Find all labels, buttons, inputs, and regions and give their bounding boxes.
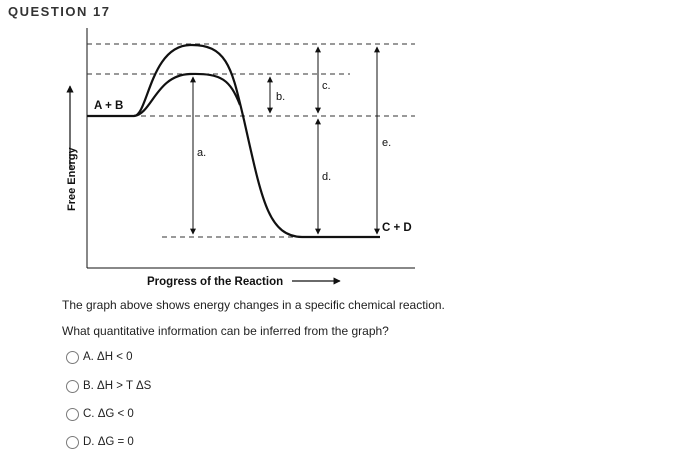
label-b: b. (276, 91, 285, 103)
question-title: QUESTION 17 (8, 4, 111, 19)
question-subprompt: What quantitative information can be inf… (62, 324, 389, 338)
axis-box (86, 28, 415, 269)
choice-b-label: B. ΔH > T ΔS (83, 380, 152, 392)
dashed-guides (87, 43, 415, 238)
reactants-label: A + B (94, 100, 123, 112)
question-prompt: The graph above shows energy changes in … (62, 298, 445, 312)
label-a: a. (197, 147, 206, 159)
label-e: e. (382, 137, 391, 149)
catalyzed-curve (133, 72, 242, 118)
uncatalyzed-curve (87, 43, 380, 239)
choice-a-label: A. ΔH < 0 (83, 351, 133, 363)
choice-c[interactable]: C. ΔG < 0 (66, 405, 134, 423)
energy-diagram: Free Energy Progress of the Reaction A +… (66, 28, 415, 288)
radio-b[interactable] (66, 379, 79, 393)
choice-b[interactable]: B. ΔH > T ΔS (66, 377, 151, 395)
radio-a[interactable] (66, 350, 79, 364)
choice-a[interactable]: A. ΔH < 0 (66, 348, 133, 366)
label-c: c. (322, 80, 331, 92)
y-axis-label: Free Energy (66, 147, 78, 211)
radio-d[interactable] (66, 435, 79, 449)
x-axis-label: Progress of the Reaction (147, 276, 283, 288)
choice-d[interactable]: D. ΔG = 0 (66, 433, 134, 451)
products-label: C + D (382, 222, 412, 234)
radio-c[interactable] (66, 407, 79, 421)
label-d: d. (322, 171, 331, 183)
choice-d-label: D. ΔG = 0 (83, 436, 134, 448)
choice-c-label: C. ΔG < 0 (83, 408, 134, 420)
